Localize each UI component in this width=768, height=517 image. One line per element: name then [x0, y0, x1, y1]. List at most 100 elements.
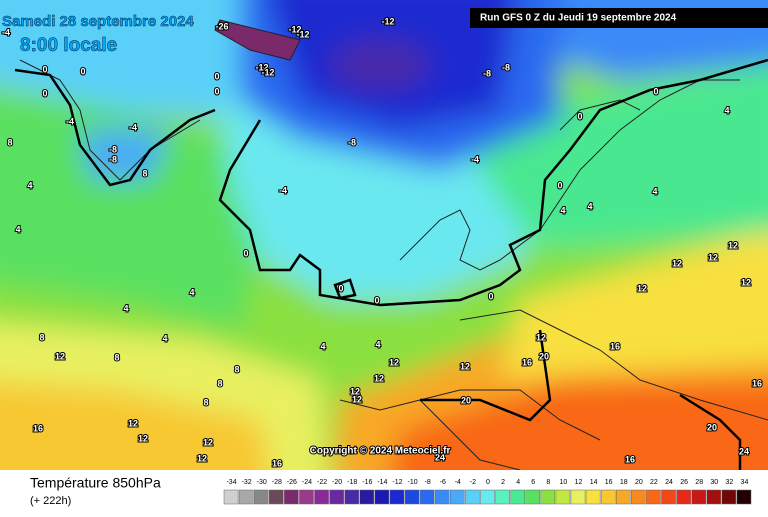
legend-label: 8 [546, 479, 550, 486]
legend-swatch [419, 489, 435, 505]
legend-label: 24 [665, 479, 673, 486]
legend-label: -12 [392, 479, 402, 486]
contour-label: 4 [162, 333, 167, 343]
contour-label: 12 [460, 361, 470, 371]
contour-label: 12 [55, 351, 65, 361]
legend-swatch [374, 489, 390, 505]
legend-label: 10 [560, 479, 568, 486]
legend-label: 14 [590, 479, 598, 486]
legend-swatch [525, 489, 541, 505]
contour-label: 8 [234, 364, 239, 374]
footer-title: Température 850hPa [30, 475, 161, 491]
contour-label: 0 [243, 248, 248, 258]
contour-label: 16 [752, 378, 762, 388]
contour-label: 0 [338, 283, 343, 293]
legend-swatch [615, 489, 631, 505]
legend-label: -4 [455, 479, 461, 486]
contour-label: -8 [502, 62, 510, 72]
legend-label: -20 [332, 479, 342, 486]
coastlines [19, 19, 768, 471]
legend-swatch [223, 489, 239, 505]
copyright: Copyright © 2024 Meteociel.fr [310, 446, 451, 457]
run-box [470, 8, 768, 28]
contour-label: 0 [577, 111, 582, 121]
contour-label: 4 [375, 339, 380, 349]
contour-label: -4 [66, 116, 74, 126]
contour-label: 16 [625, 454, 635, 464]
legend-swatch [253, 489, 269, 505]
legend-label: -14 [377, 479, 387, 486]
date: Samedi 28 septembre 2024 [2, 13, 194, 30]
legend: -34 -32 -30 -28 -26 -24 -22 -20 -18 -16 -14 -12 -10-… [223, 479, 752, 505]
legend-label: 26 [680, 479, 688, 486]
contour-label: 8 [203, 397, 208, 407]
contour-label: -12 [288, 24, 301, 34]
contour-label: 12 [637, 283, 647, 293]
header: Samedi 28 septembre 2024 8:00 locale Run… [2, 8, 768, 458]
legend-swatch [269, 489, 284, 505]
legend-label: -30 [257, 479, 267, 486]
time: 8:00 locale [20, 35, 117, 56]
contour-label: 24 [739, 446, 749, 456]
contour-label: 0 [214, 86, 219, 96]
contour-label: 8 [217, 378, 222, 388]
footer-lead: (+ 222h) [30, 495, 71, 507]
legend-swatch [329, 489, 344, 505]
legend-swatch [480, 489, 495, 505]
contour-label: 4 [724, 105, 729, 115]
run-info: Run GFS 0 Z du Jeudi 19 septembre 2024 [480, 13, 677, 24]
contour-label: -12 [381, 16, 394, 26]
legend-swatch [434, 489, 450, 505]
contour-label: 16 [522, 357, 532, 367]
contour-label: -4 [2, 27, 10, 37]
contour-label: -8 [109, 154, 117, 164]
legend-label: 18 [620, 479, 628, 486]
legend-swatch [344, 489, 360, 505]
legend-swatch [736, 489, 752, 505]
contour-label: 20 [707, 422, 717, 432]
contour-label: -8 [348, 137, 356, 147]
legend-label: -24 [302, 479, 312, 486]
legend-label: -8 [425, 479, 431, 486]
contour-label: 12 [203, 437, 213, 447]
contour-label: 12 [536, 332, 546, 342]
legend-swatch [314, 489, 329, 505]
contour-label: 12 [389, 357, 399, 367]
contour-label: -4 [471, 154, 479, 164]
contour-label: -12 [296, 29, 309, 39]
contour-label: 4 [587, 201, 592, 211]
contour-label: 0 [653, 86, 658, 96]
contour-label: -4 [129, 122, 137, 132]
legend-label: -22 [317, 479, 327, 486]
legend-label: -10 [408, 479, 418, 486]
contour-label: 4 [27, 180, 32, 190]
contour-label: 12 [197, 453, 207, 463]
contour-label: 0 [42, 88, 47, 98]
legend-label: -2 [470, 479, 476, 486]
contour-label: 12 [374, 373, 384, 383]
contour-label: 4 [15, 224, 20, 234]
legend-swatch [706, 489, 722, 505]
legend-swatch [404, 489, 420, 505]
contour-label: 8 [39, 332, 44, 342]
legend-label: 34 [741, 479, 749, 486]
contour-label: 0 [80, 66, 85, 76]
legend-label: -18 [347, 479, 357, 486]
legend-label: 6 [531, 479, 535, 486]
legend-swatch [465, 489, 480, 505]
legend-swatch [359, 489, 375, 505]
contour-label: 12 [138, 433, 148, 443]
contour-label: -8 [483, 68, 491, 78]
legend-swatch [600, 489, 616, 505]
legend-label: 22 [650, 479, 658, 486]
legend-swatch [631, 489, 646, 505]
contour-labels: -4-26 -12-12-12-12-12 -8-80 0 000-4-4-8-8884… [1, 15, 763, 469]
legend-swatch [721, 489, 737, 505]
legend-label: -26 [287, 479, 297, 486]
legend-label: 4 [516, 479, 520, 486]
legend-swatch [284, 489, 299, 505]
contour-label: 16 [33, 423, 43, 433]
contour-label: -26 [215, 21, 228, 31]
